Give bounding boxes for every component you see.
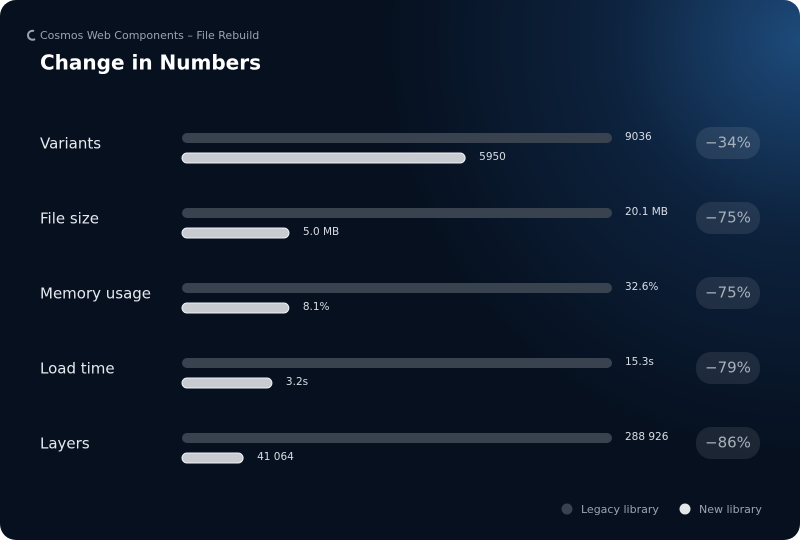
value-label: 5.0 MB [303,226,339,238]
legacy-bar [182,433,612,443]
legend-label: Legacy library [581,503,659,516]
new-bar [181,452,244,464]
change-pill [696,277,760,309]
legacy-bar [182,208,612,218]
category-label: Layers [40,435,90,453]
change-label: −86% [705,434,751,452]
change-label: −79% [705,359,751,377]
category-label: Memory usage [40,285,151,303]
legend-swatch [679,503,691,515]
value-label: 288 926 [625,431,669,443]
category-label: Load time [40,360,115,378]
legacy-bar [182,133,612,143]
change-label: −75% [705,284,751,302]
new-bar [181,302,290,314]
change-pill [696,427,760,459]
legacy-bar [182,358,612,368]
value-label: 41 064 [257,451,294,463]
change-pill [696,202,760,234]
value-label: 15.3s [625,356,654,368]
legend-swatch [561,503,573,515]
change-pill [696,127,760,159]
value-label: 32.6% [625,281,658,293]
value-label: 3.2s [286,376,308,388]
new-bar [181,377,273,389]
value-label: 9036 [625,131,652,143]
change-pill [696,352,760,384]
legend-label: New library [699,503,762,516]
value-label: 5950 [479,151,506,163]
category-label: Variants [40,135,101,153]
new-bar [181,152,466,164]
value-label: 20.1 MB [625,206,668,218]
change-label: −75% [705,209,751,227]
new-bar [181,227,290,239]
subtitle: Cosmos Web Components – File Rebuild [40,29,259,42]
value-label: 8.1% [303,301,330,313]
category-label: File size [40,210,99,228]
logo [27,29,36,41]
chart-title: Change in Numbers [40,51,261,75]
legacy-bar [182,283,612,293]
change-label: −34% [705,134,751,152]
